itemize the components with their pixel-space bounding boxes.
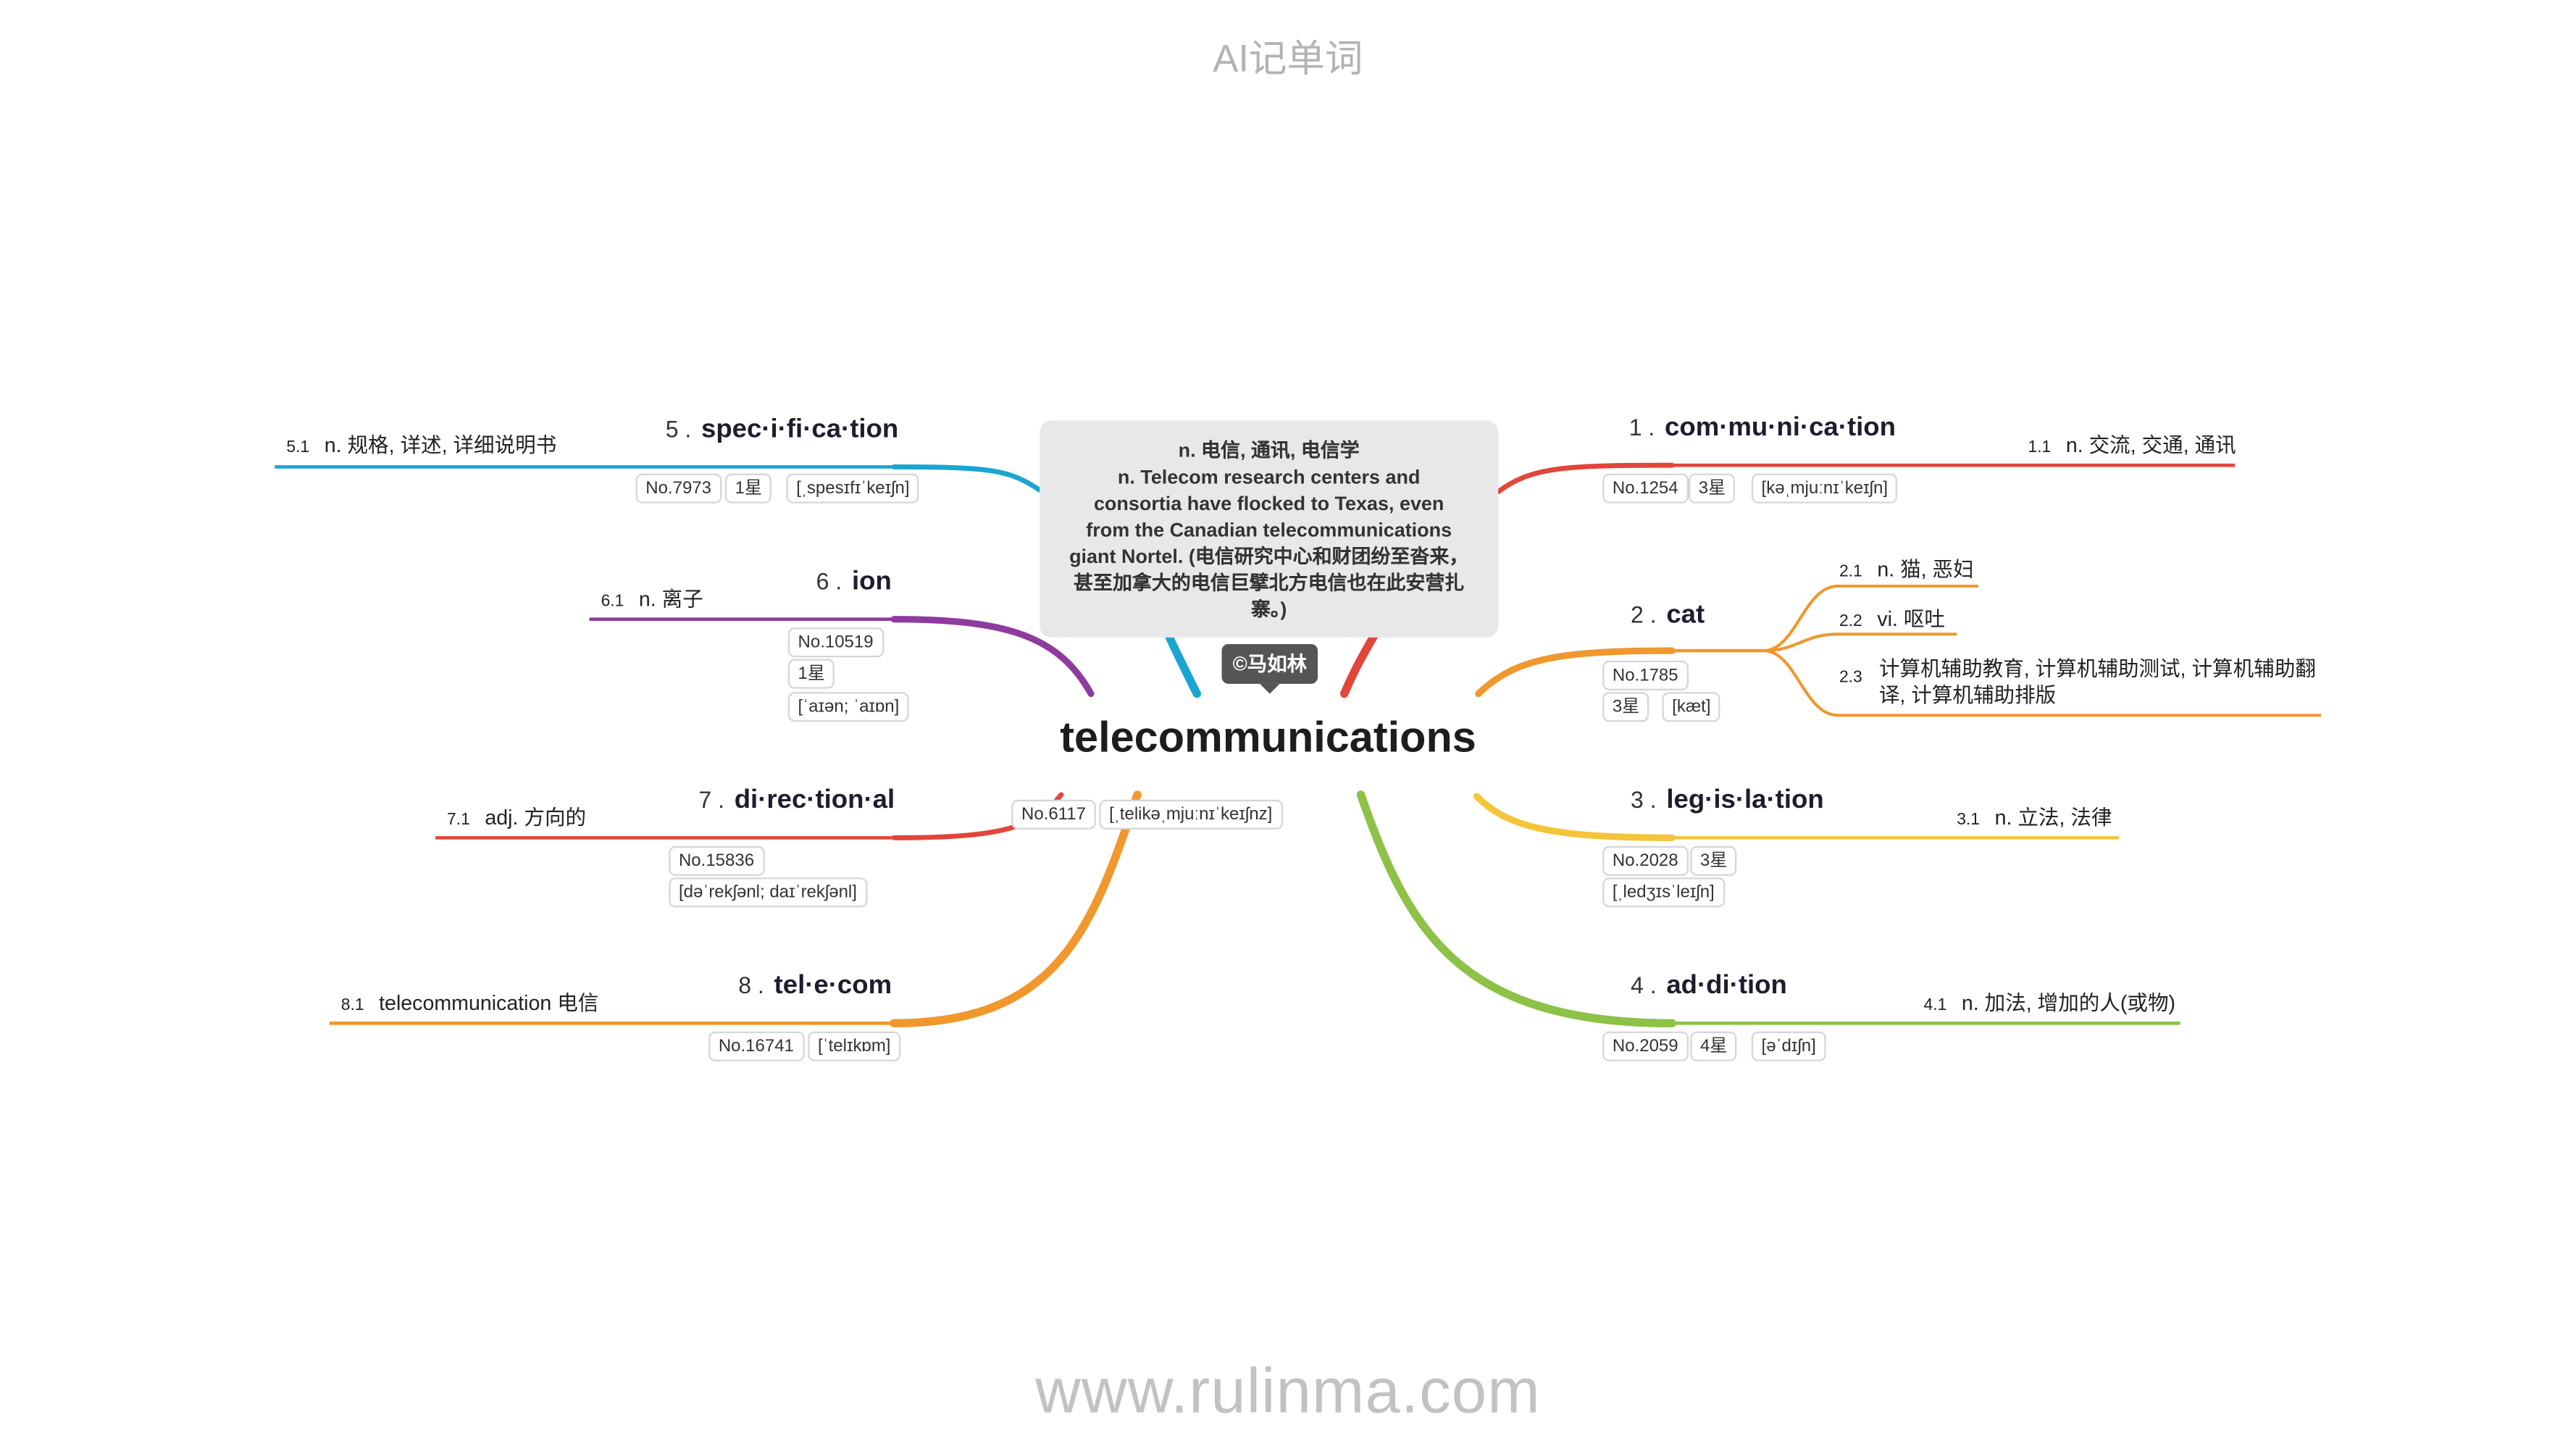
branch-word: di·rec·tion·al xyxy=(734,786,895,815)
phonetic-tag: [ˈaɪən; ˈaɪɒn] xyxy=(787,692,910,722)
star-tag: 3星 xyxy=(1689,473,1736,504)
definition-line: from the Canadian telecommunications xyxy=(1086,518,1452,542)
branch-word: com·mu·ni·ca·tion xyxy=(1665,414,1896,443)
branch-5-connector xyxy=(891,464,1042,493)
branch-5-stem xyxy=(1164,631,1201,698)
star-tag: 1星 xyxy=(724,473,772,504)
branch-number: 8 . xyxy=(738,972,764,999)
meaning-8-1: 8.1 telecommunication 电信 xyxy=(340,991,599,1015)
number-tag: No.1785 xyxy=(1602,660,1689,690)
meaning-1-1: 1.1 n. 交流, 交通, 通讯 xyxy=(2028,433,2236,457)
phonetic-tag: [dəˈrekʃənl; daɪˈrekʃənl] xyxy=(669,877,867,908)
star-tag: 4星 xyxy=(1690,1031,1738,1061)
branch-2-fork-3 xyxy=(1764,649,2321,717)
branch-8-connector xyxy=(890,790,1142,1028)
footer-url[interactable]: www.rulinma.com xyxy=(1035,1357,1541,1427)
branch-5-title[interactable]: 5 . spec·i·fi·ca·tion xyxy=(666,416,899,446)
number-tag: No.2059 xyxy=(1602,1031,1689,1061)
meaning-2-2: 2.2 vi. 呕吐 xyxy=(1839,607,1945,631)
meaning-4-1: 4.1 n. 加法, 增加的人(或物) xyxy=(1923,991,2176,1015)
branch-2-title[interactable]: 2 . cat xyxy=(1631,601,1705,631)
meaning-7-1: 7.1 adj. 方向的 xyxy=(447,806,587,830)
meaning-2-3: 2.3 计算机辅助教育, 计算机辅助测试, 计算机辅助翻译, 计算机辅助排版 xyxy=(1839,657,2316,707)
definition-box: n. 电信, 通讯, 电信学 n. Telecom research cente… xyxy=(1040,420,1499,638)
branch-number: 1 . xyxy=(1628,414,1655,440)
branch-3-connector xyxy=(1473,793,1676,841)
branch-number: 6 . xyxy=(816,567,842,595)
number-tag: No.7973 xyxy=(635,473,722,504)
star-tag: 3星 xyxy=(1690,845,1738,876)
number-tag: No.10519 xyxy=(787,627,884,658)
branch-number: 4 . xyxy=(1631,972,1657,999)
branch-6-connector xyxy=(890,616,1095,698)
phonetic-tag: [kəˌmjuːnɪˈkeɪʃn] xyxy=(1751,473,1898,504)
branch-word: leg·is·la·tion xyxy=(1666,786,1824,815)
central-phonetic-tag: [ˌtelikəˌmjuːnɪˈkeɪʃnz] xyxy=(1099,799,1282,830)
branch-1-stem xyxy=(1339,631,1379,698)
branch-2-fork-1 xyxy=(1764,584,1978,653)
branch-number: 3 . xyxy=(1631,786,1657,814)
branch-number: 5 . xyxy=(665,415,692,443)
branch-number: 7 . xyxy=(698,786,724,814)
branch-4-connector xyxy=(1356,790,1676,1028)
phonetic-tag: [kæt] xyxy=(1662,692,1721,722)
branch-number: 2 . xyxy=(1631,601,1657,628)
phonetic-tag: [ˌledʒɪsˈleɪʃn] xyxy=(1602,877,1725,908)
copyright-tag: ©马如林 xyxy=(1221,643,1318,694)
star-tag: 3星 xyxy=(1602,692,1649,722)
phonetic-tag: [ˈtelɪkɒm] xyxy=(808,1031,901,1061)
central-number-tag: No.6117 xyxy=(1011,799,1096,830)
branch-6-title[interactable]: 6 . ion xyxy=(816,568,892,598)
star-tag: 1星 xyxy=(787,659,835,689)
branch-8-title[interactable]: 8 . tel·e·com xyxy=(738,972,892,1001)
definition-line: 甚至加拿大的电信巨擘北方电信也在此安营扎 xyxy=(1074,571,1465,595)
central-word[interactable]: telecommunications xyxy=(1060,711,1476,762)
phonetic-tag: [əˈdɪʃn] xyxy=(1751,1031,1826,1061)
definition-line: n. Telecom research centers and xyxy=(1117,465,1421,489)
branch-4-title[interactable]: 4 . ad·di·tion xyxy=(1631,972,1787,1001)
number-tag: No.16741 xyxy=(708,1031,804,1061)
branch-word: cat xyxy=(1666,601,1705,630)
branch-7-title[interactable]: 7 . di·rec·tion·al xyxy=(698,787,895,817)
branch-1-connector xyxy=(1495,462,1675,495)
number-tag: No.1254 xyxy=(1602,473,1689,504)
branch-1-title[interactable]: 1 . com·mu·ni·ca·tion xyxy=(1629,414,1896,443)
branch-2-connector xyxy=(1475,647,1676,698)
number-tag: No.2028 xyxy=(1602,845,1689,876)
definition-line: 寨。) xyxy=(1250,597,1287,621)
branch-word: tel·e·com xyxy=(774,972,892,1001)
branch-word: spec·i·fi·ca·tion xyxy=(701,415,899,444)
branch-word: ion xyxy=(851,567,892,596)
definition-line: consortia have flocked to Texas, even xyxy=(1093,491,1444,515)
meaning-3-1: 3.1 n. 立法, 法律 xyxy=(1957,806,2112,830)
meaning-5-1: 5.1 n. 规格, 详述, 详细说明书 xyxy=(286,433,557,457)
branch-2-fork-2 xyxy=(1765,632,1957,653)
page-title: AI记单词 xyxy=(1213,36,1363,80)
definition-line: giant Nortel. (电信研究中心和财团纷至沓来， xyxy=(1069,544,1469,568)
definition-line: n. 电信, 通讯, 电信学 xyxy=(1178,438,1360,462)
meaning-2-1: 2.1 n. 猫, 恶妇 xyxy=(1839,558,1974,582)
branch-word: ad·di·tion xyxy=(1666,972,1787,1001)
phonetic-tag: [ˌspesɪfɪˈkeɪʃn] xyxy=(786,473,920,504)
branch-3-title[interactable]: 3 . leg·is·la·tion xyxy=(1631,787,1824,817)
meaning-6-1: 6.1 n. 离子 xyxy=(601,588,703,611)
number-tag: No.15836 xyxy=(669,845,764,876)
